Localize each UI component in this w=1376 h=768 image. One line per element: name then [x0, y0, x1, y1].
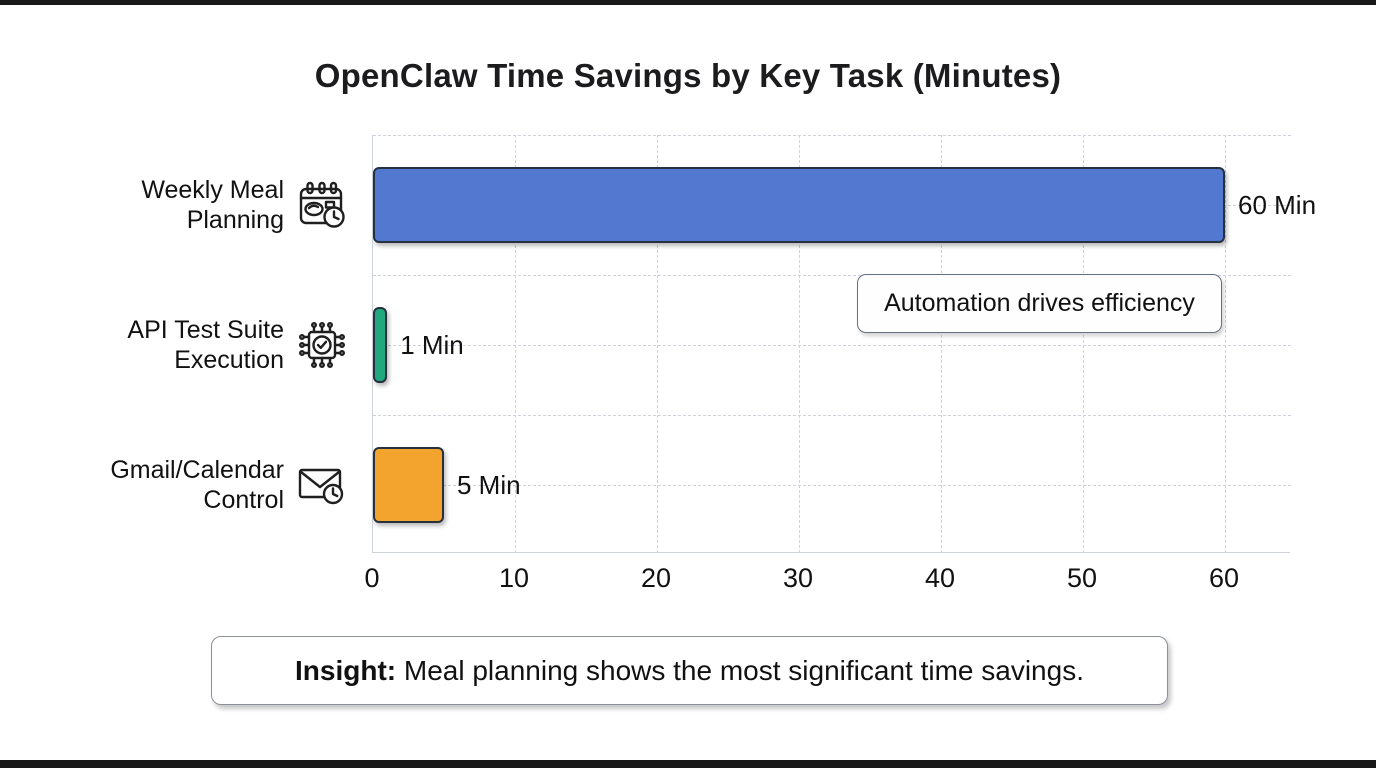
mail-clock-icon	[294, 457, 350, 513]
bar-meal-planning	[373, 167, 1225, 243]
x-tick-20: 20	[640, 563, 672, 593]
gridline-x-50	[1083, 135, 1084, 553]
gridline-x-60	[1225, 135, 1226, 553]
bar-row-gmail-calendar: 5 Min	[373, 415, 1291, 555]
category-label-line1: API Test Suite	[127, 316, 284, 344]
gridline-x-30	[799, 135, 800, 553]
gridline-x-40	[941, 135, 942, 553]
category-label-text: Gmail/Calendar Control	[110, 455, 284, 515]
bar-value-label: 60 Min	[1238, 189, 1317, 220]
gridline-x-10	[515, 135, 516, 553]
bar-row-meal-planning: 60 Min	[373, 135, 1316, 275]
category-label-api-test: API Test Suite Execution	[0, 275, 362, 415]
category-label-meal-planning: Weekly Meal Planning	[0, 135, 362, 275]
gridline-y	[373, 345, 1291, 346]
annotation-box: Automation drives efficiency	[857, 274, 1222, 333]
bottom-edge-artifact	[0, 760, 1376, 768]
category-label-text: Weekly Meal Planning	[141, 175, 284, 235]
x-tick-40: 40	[924, 563, 956, 593]
bar-value-label: 1 Min	[400, 329, 464, 360]
bar-gmail-calendar	[373, 447, 444, 523]
bar-value-label: 5 Min	[457, 469, 521, 500]
chip-check-icon	[294, 317, 350, 373]
category-label-line1: Gmail/Calendar	[110, 456, 284, 484]
x-tick-50: 50	[1066, 563, 1098, 593]
x-tick-30: 30	[782, 563, 814, 593]
insight-text: Meal planning shows the most significant…	[396, 654, 1084, 686]
insight-box: Insight: Meal planning shows the most si…	[211, 636, 1168, 705]
gridline-y	[373, 135, 1291, 136]
bar-api-test	[373, 307, 388, 383]
category-label-text: API Test Suite Execution	[127, 315, 284, 375]
bar-row-api-test: 1 Min	[373, 275, 1291, 415]
meal-calendar-icon	[294, 177, 350, 233]
category-label-line2: Control	[203, 486, 284, 514]
gridline-y	[373, 275, 1291, 276]
gridline-y	[373, 415, 1291, 416]
insight-prefix: Insight:	[295, 654, 397, 686]
category-label-gmail-calendar: Gmail/Calendar Control	[0, 415, 362, 555]
category-label-line2: Planning	[186, 206, 284, 234]
category-label-line1: Weekly Meal	[141, 176, 284, 204]
chart-title: OpenClaw Time Savings by Key Task (Minut…	[314, 57, 1062, 94]
gridline-x-20	[657, 135, 658, 553]
plot-area: 60 Min 1 Min 5 Min	[372, 135, 1316, 555]
x-tick-10: 10	[498, 563, 530, 593]
top-edge-artifact	[0, 0, 1376, 5]
category-label-line2: Execution	[174, 346, 284, 374]
x-tick-60: 60	[1208, 563, 1240, 593]
gridline-y	[373, 485, 1291, 486]
annotation-text: Automation drives efficiency	[884, 289, 1195, 317]
x-tick-0: 0	[364, 563, 380, 593]
